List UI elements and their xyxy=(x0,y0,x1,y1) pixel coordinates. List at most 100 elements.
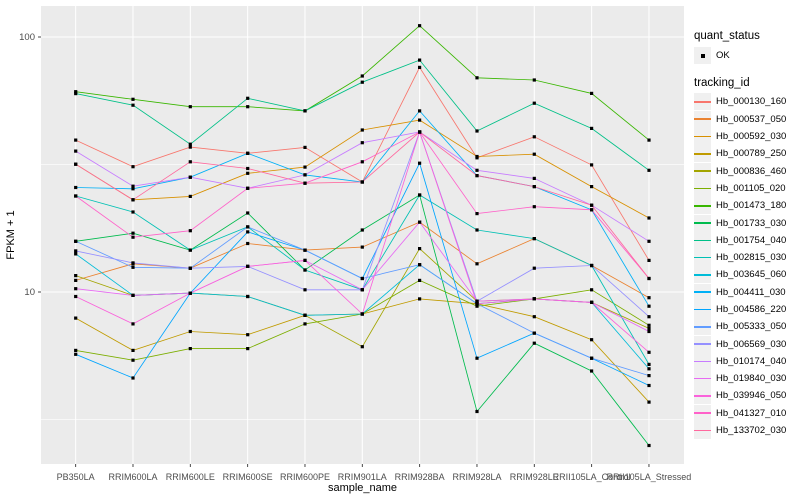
svg-text:10: 10 xyxy=(24,287,35,298)
legend-key-box xyxy=(694,162,711,180)
legend-key-box xyxy=(694,266,711,284)
legend-label: Hb_133702_030 xyxy=(716,425,787,437)
legend-label: Hb_002815_030 xyxy=(716,252,787,264)
legend-item-Hb_004411_030: Hb_004411_030 xyxy=(694,283,800,301)
legend-item-Hb_002815_030: Hb_002815_030 xyxy=(694,249,800,267)
legend: quant_status OK tracking_id Hb_000130_16… xyxy=(694,28,800,440)
legend-key-box xyxy=(694,47,711,65)
series-color-swatch xyxy=(694,135,711,138)
legend-item-Hb_001754_040: Hb_001754_040 xyxy=(694,231,800,249)
legend-label-ok: OK xyxy=(716,50,730,62)
series-color-swatch xyxy=(694,101,711,103)
series-color-swatch xyxy=(694,204,711,207)
legend-item-Hb_041327_010: Hb_041327_010 xyxy=(694,404,800,422)
legend-key-box xyxy=(694,370,711,388)
legend-title-quant-status: quant_status xyxy=(694,30,760,42)
series-color-swatch xyxy=(694,274,711,276)
legend-item-Hb_006569_030: Hb_006569_030 xyxy=(694,335,800,353)
series-color-swatch xyxy=(694,170,711,172)
svg-text:RRIM928BA: RRIM928BA xyxy=(395,472,445,482)
series-color-swatch xyxy=(694,291,711,293)
series-color-swatch xyxy=(694,239,711,242)
series-color-swatch xyxy=(694,326,711,328)
series-color-swatch xyxy=(694,187,711,190)
legend-item-Hb_000130_160: Hb_000130_160 xyxy=(694,93,800,111)
legend-key-box xyxy=(694,335,711,353)
legend-label: Hb_000836_460 xyxy=(716,165,787,177)
legend-item-Hb_000789_250: Hb_000789_250 xyxy=(694,145,800,163)
legend-label: Hb_001733_030 xyxy=(716,217,787,229)
legend-item-Hb_000592_030: Hb_000592_030 xyxy=(694,128,800,146)
legend-item-Hb_001733_030: Hb_001733_030 xyxy=(694,214,800,232)
legend-key-box xyxy=(694,352,711,370)
svg-text:RRIM928LE: RRIM928LE xyxy=(510,472,559,482)
legend-label: Hb_000537_050 xyxy=(716,113,787,125)
legend-title-tracking-id: tracking_id xyxy=(694,77,750,90)
legend-item-Hb_039946_050: Hb_039946_050 xyxy=(694,387,800,405)
svg-text:PB350LA: PB350LA xyxy=(57,472,95,482)
legend-label: Hb_005333_050 xyxy=(716,321,787,333)
series-color-swatch xyxy=(694,343,711,345)
legend-key-box xyxy=(694,318,711,336)
legend-item-Hb_000537_050: Hb_000537_050 xyxy=(694,110,800,128)
legend-label: Hb_000130_160 xyxy=(716,96,787,108)
legend-label: Hb_001473_180 xyxy=(716,200,787,212)
legend-label: Hb_003645_060 xyxy=(716,269,787,281)
series-color-swatch xyxy=(694,222,711,224)
legend-label: Hb_001105_020 xyxy=(716,182,786,194)
legend-item-Hb_003645_060: Hb_003645_060 xyxy=(694,266,800,284)
legend-key-box xyxy=(694,145,711,163)
legend-key-box xyxy=(694,231,711,249)
legend-label: Hb_004586_220 xyxy=(716,304,787,315)
ok-point-icon xyxy=(700,53,705,58)
legend-item-Hb_005333_050: Hb_005333_050 xyxy=(694,318,800,336)
legend-item-Hb_001473_180: Hb_001473_180 xyxy=(694,197,800,215)
legend-label: Hb_041327_010 xyxy=(716,407,787,419)
legend-key-box xyxy=(694,179,711,197)
svg-text:RRIM928LA: RRIM928LA xyxy=(452,472,501,482)
legend-key-box xyxy=(694,214,711,232)
data-points xyxy=(74,24,651,448)
legend-label: Hb_019840_030 xyxy=(716,373,787,385)
legend-key-box xyxy=(694,197,711,215)
legend-key-box xyxy=(694,110,711,128)
series-color-swatch xyxy=(694,308,711,311)
svg-text:RRIM600LA: RRIM600LA xyxy=(108,472,157,482)
series-color-swatch xyxy=(694,377,711,380)
series-color-swatch xyxy=(694,118,711,121)
legend-item-Hb_004586_220: Hb_004586_220 xyxy=(694,301,800,318)
series-color-swatch xyxy=(694,395,711,397)
svg-text:RRIM600PE: RRIM600PE xyxy=(280,472,330,482)
axis-ticks xyxy=(38,36,650,467)
series-color-swatch xyxy=(694,360,711,363)
svg-text:RRII105LA_Control: RRII105LA_Control xyxy=(553,472,631,482)
y-axis-title: FPKM + 1 xyxy=(5,210,17,259)
legend-label: Hb_000592_030 xyxy=(716,131,787,143)
legend-key-box xyxy=(694,404,711,422)
legend-key-box xyxy=(694,283,711,301)
legend-key-box xyxy=(694,128,711,146)
series-color-swatch xyxy=(694,412,711,415)
legend-label: Hb_004411_030 xyxy=(716,286,786,298)
legend-item-quant-ok: OK xyxy=(694,47,800,65)
svg-text:RRIM901LA: RRIM901LA xyxy=(338,472,387,482)
legend-key-box xyxy=(694,387,711,405)
svg-text:100: 100 xyxy=(19,32,35,43)
legend-label: Hb_001754_040 xyxy=(716,234,787,246)
series-color-swatch xyxy=(694,153,711,155)
legend-label: Hb_010174_040 xyxy=(716,355,787,367)
tracking-legend-items: Hb_000130_160 Hb_000537_050 Hb_000592_030 H… xyxy=(694,93,800,440)
gridlines-major xyxy=(41,6,684,464)
series-color-swatch xyxy=(694,256,711,259)
x-axis-title: sample_name xyxy=(328,482,397,494)
y-tick-labels: 100 10 xyxy=(19,32,35,298)
svg-text:RRIM600SE: RRIM600SE xyxy=(223,472,273,482)
legend-label: Hb_006569_030 xyxy=(716,338,787,350)
legend-label: Hb_000789_250 xyxy=(716,148,787,160)
svg-text:RRII105LA_Stressed: RRII105LA_Stressed xyxy=(607,472,692,482)
legend-key-box xyxy=(694,422,711,440)
legend-key-box xyxy=(694,93,711,111)
legend-item-Hb_010174_040: Hb_010174_040 xyxy=(694,352,800,370)
